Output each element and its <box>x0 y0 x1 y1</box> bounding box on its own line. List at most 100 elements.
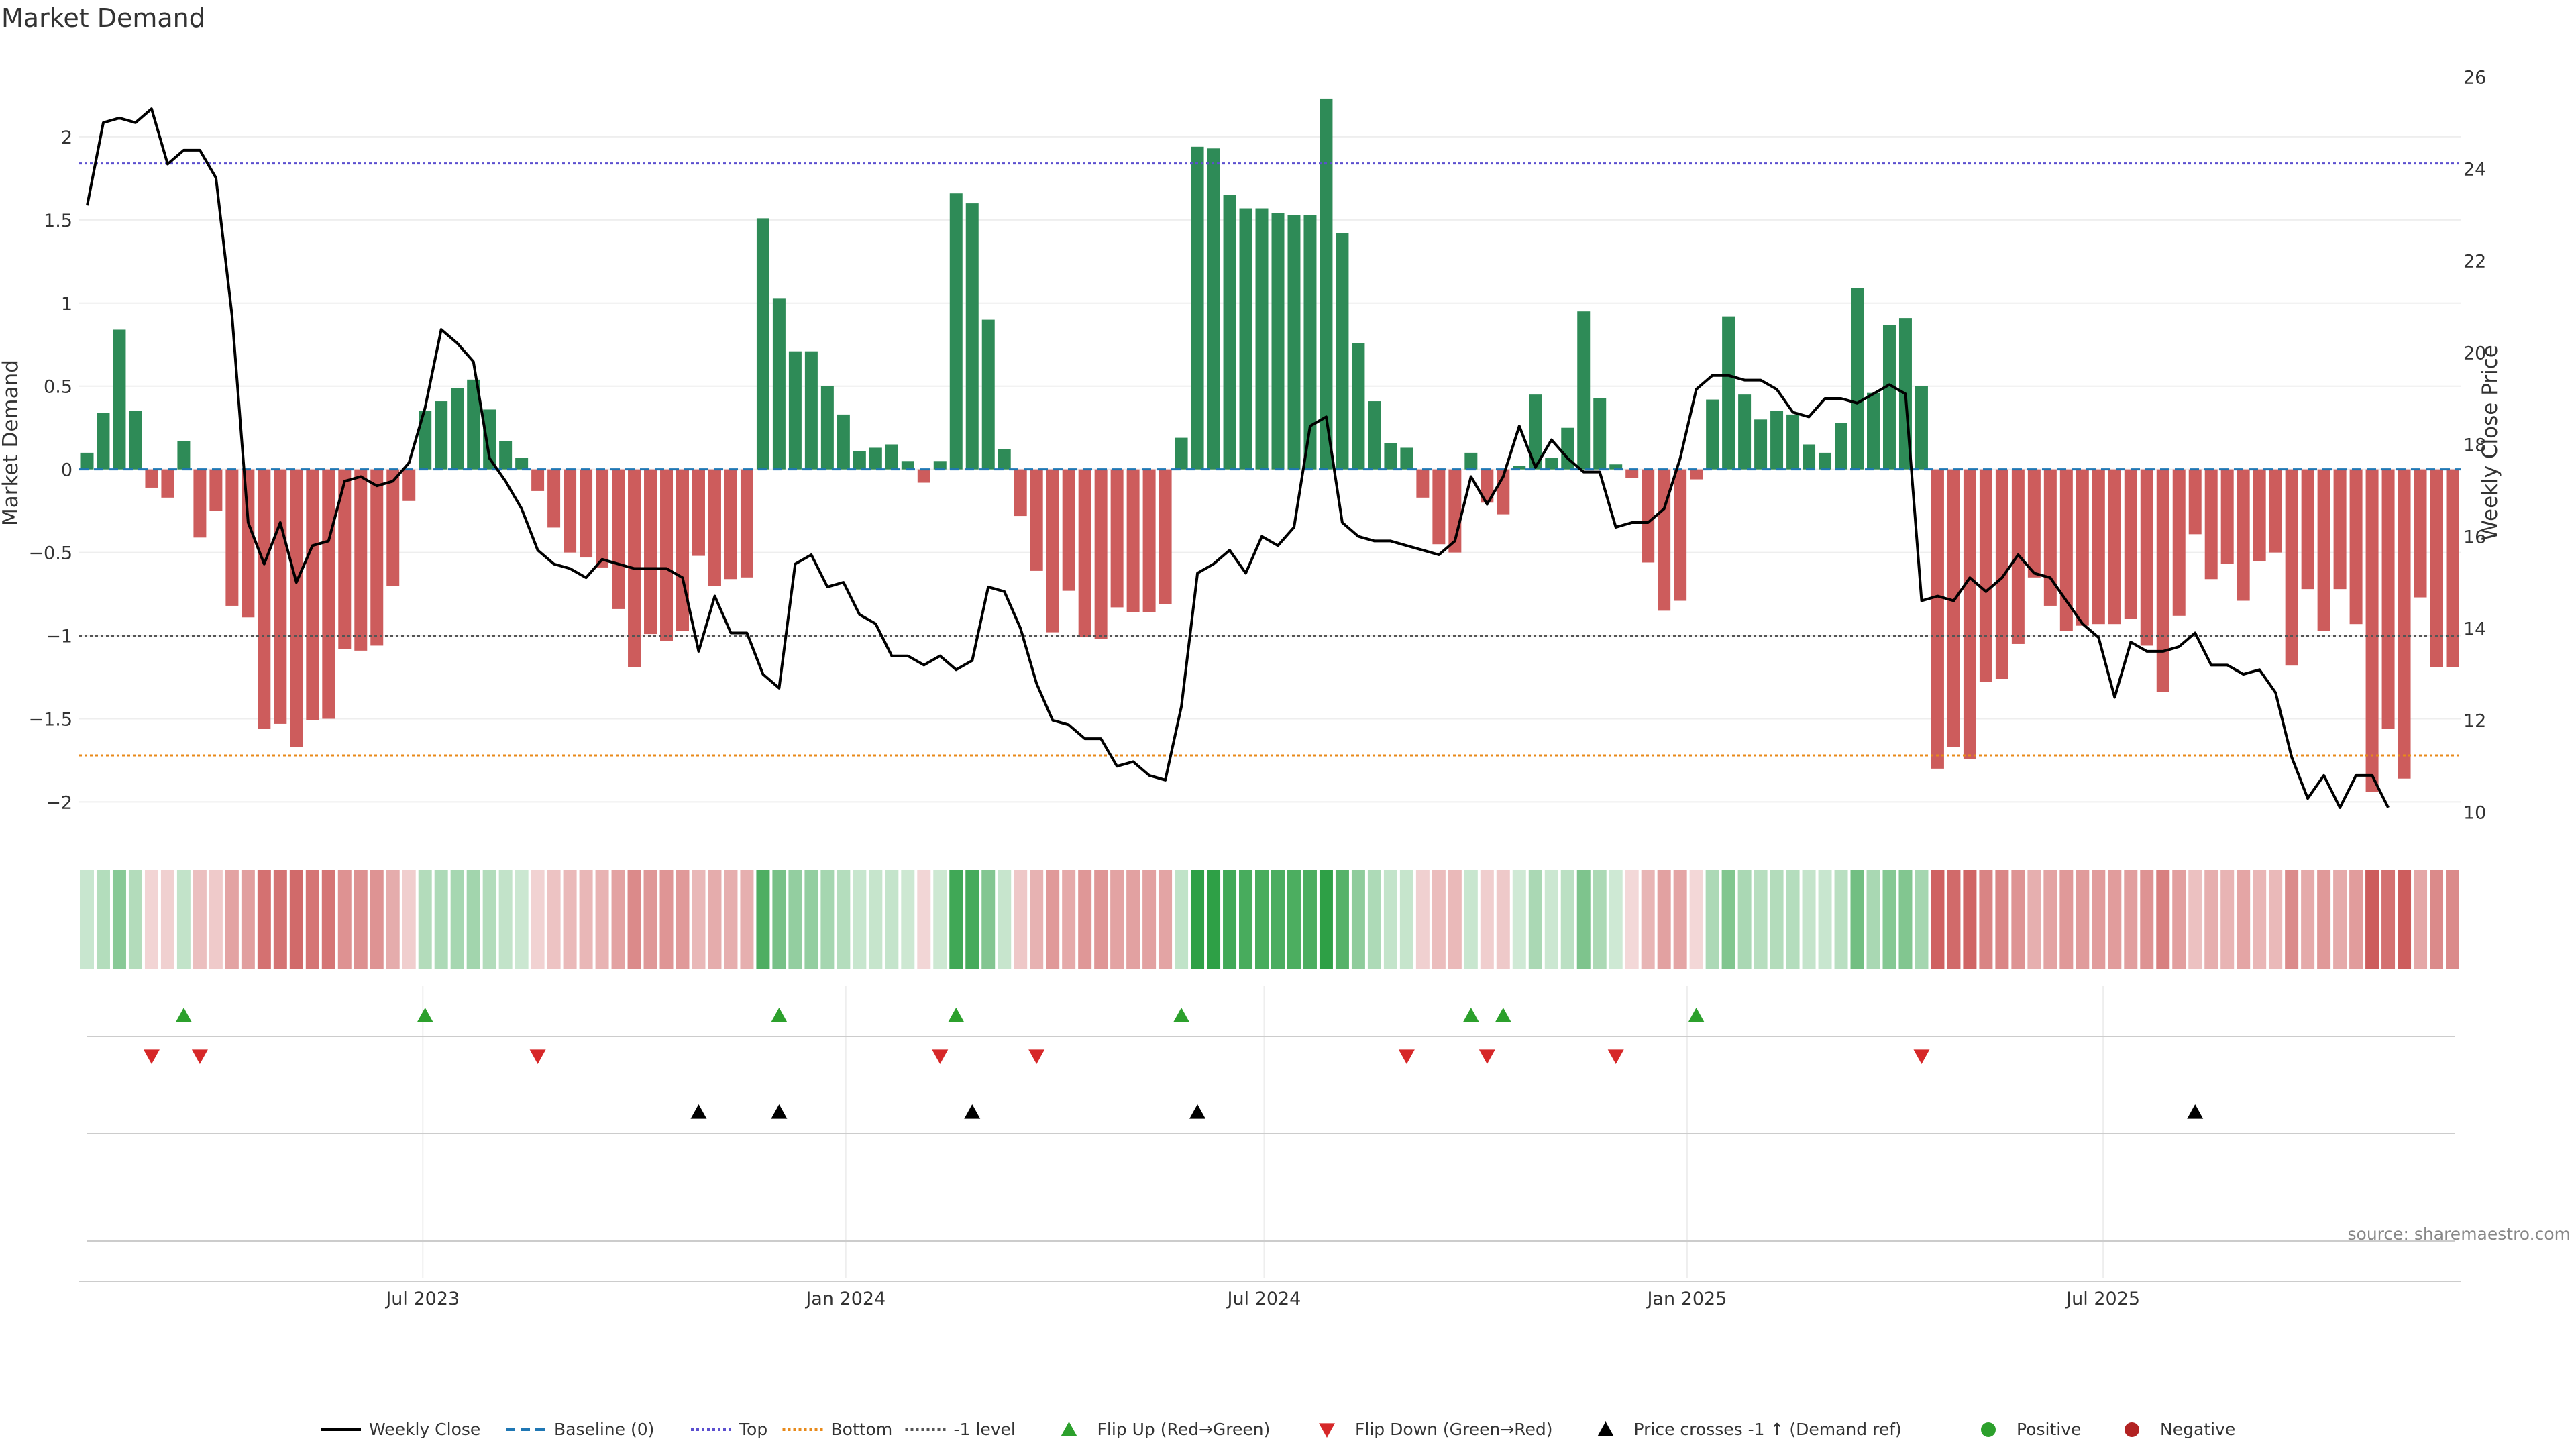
heat-cell <box>1625 870 1639 969</box>
demand-bar <box>1271 213 1285 470</box>
legend-label: Weekly Close <box>369 1419 480 1439</box>
demand-bar <box>209 469 223 511</box>
legend-item: Flip Up (Red→Green) <box>1061 1419 1271 1439</box>
heat-cell <box>257 870 271 969</box>
heat-cell <box>80 870 94 969</box>
flip-down-marker <box>932 1049 949 1064</box>
heat-cell <box>1319 870 1333 969</box>
heat-cell <box>692 870 706 969</box>
demand-bar <box>2059 469 2073 631</box>
demand-bar <box>933 461 947 470</box>
price-cross-marker <box>964 1104 981 1119</box>
legend-label: Flip Up (Red→Green) <box>1097 1419 1271 1439</box>
heat-cell <box>611 870 625 969</box>
heat-cell <box>1046 870 1060 969</box>
heat-cell <box>1094 870 1108 969</box>
demand-bar <box>435 401 448 470</box>
demand-bar <box>1609 464 1623 470</box>
heat-cell <box>1786 870 1800 969</box>
heat-cell <box>418 870 432 969</box>
demand-bar <box>1706 399 1719 470</box>
legend-label: Bottom <box>831 1419 893 1439</box>
heat-cell <box>1030 870 1044 969</box>
heat-cell <box>128 870 142 969</box>
heat-cell <box>337 870 352 969</box>
legend-label: Flip Down (Green→Red) <box>1355 1419 1553 1439</box>
heat-cell <box>1303 870 1317 969</box>
heat-cell <box>386 870 400 969</box>
heat-cell <box>804 870 818 969</box>
heat-cell <box>209 870 223 969</box>
demand-bar <box>1803 444 1816 470</box>
heat-cell <box>402 870 416 969</box>
demand-bar <box>965 203 979 470</box>
legend-item: Positive <box>1981 1419 2081 1439</box>
event-markers <box>143 1008 2204 1119</box>
heat-cell <box>1995 870 2009 969</box>
demand-bar <box>1786 414 1800 470</box>
flip-up-marker <box>1688 1008 1705 1022</box>
demand-bar <box>1529 394 1542 470</box>
heat-cell <box>2430 870 2444 969</box>
demand-bar <box>1513 466 1526 470</box>
heat-cell <box>869 870 883 969</box>
demand-bar <box>1223 195 1236 470</box>
demand-bar <box>837 414 850 470</box>
heat-cell <box>2027 870 2041 969</box>
heat-cell <box>1126 870 1140 969</box>
legend-item: -1 level <box>905 1419 1016 1439</box>
heat-cell <box>708 870 722 969</box>
demand-bar <box>2381 469 2395 729</box>
heat-cell <box>321 870 335 969</box>
demand-bar <box>322 469 335 719</box>
demand-bar <box>724 469 737 580</box>
demand-bar <box>161 469 174 498</box>
demand-bar <box>1062 469 1075 591</box>
heat-cell <box>1207 870 1221 969</box>
demand-bar <box>2365 469 2379 792</box>
demand-bar <box>451 388 464 470</box>
heat-cell <box>241 870 255 969</box>
demand-bar <box>1625 469 1639 478</box>
heat-cell <box>595 870 609 969</box>
legend-label: Price crosses -1 ↑ (Demand ref) <box>1634 1419 1902 1439</box>
heat-cell <box>1754 870 1768 969</box>
demand-bar <box>2140 469 2153 646</box>
heat-cell <box>1931 870 1945 969</box>
demand-bar <box>2349 469 2363 625</box>
demand-bar <box>1207 148 1220 470</box>
y-tick-right: 18 <box>2463 435 2486 456</box>
demand-bar <box>1046 469 1059 633</box>
axes: Market Demand Weekly Close Price 2 1.5 1 0.… <box>0 67 2502 1309</box>
demand-bar <box>2317 469 2330 631</box>
legend-label: Negative <box>2160 1419 2235 1439</box>
heat-cell <box>901 870 915 969</box>
demand-bar <box>145 469 158 488</box>
legend-swatch-dot <box>2125 1422 2139 1437</box>
demand-bar <box>225 469 239 606</box>
price-line-layer <box>86 107 2390 809</box>
heat-cell <box>466 870 480 969</box>
heat-cell <box>2043 870 2057 969</box>
heat-cell <box>2253 870 2267 969</box>
demand-bar <box>2076 469 2089 626</box>
legend-item: Baseline (0) <box>506 1419 654 1439</box>
heat-cell <box>837 870 851 969</box>
legend-label: -1 level <box>954 1419 1016 1439</box>
heat-cell <box>273 870 287 969</box>
price-cross-marker <box>771 1104 788 1119</box>
legend-swatch-dot <box>1981 1422 1996 1437</box>
demand-bars <box>80 98 2459 792</box>
heat-cell <box>1255 870 1269 969</box>
y-axis-title-right: Weekly Close Price <box>2478 345 2502 541</box>
demand-bar <box>564 469 577 553</box>
heat-cell <box>627 870 641 969</box>
heat-cell <box>2237 870 2251 969</box>
demand-bar <box>1754 419 1768 470</box>
heat-cell <box>1528 870 1542 969</box>
heat-cell <box>1159 870 1173 969</box>
demand-bar <box>1851 288 1864 470</box>
heat-cell <box>643 870 657 969</box>
heat-cell <box>1560 870 1574 969</box>
demand-bar <box>660 469 673 641</box>
